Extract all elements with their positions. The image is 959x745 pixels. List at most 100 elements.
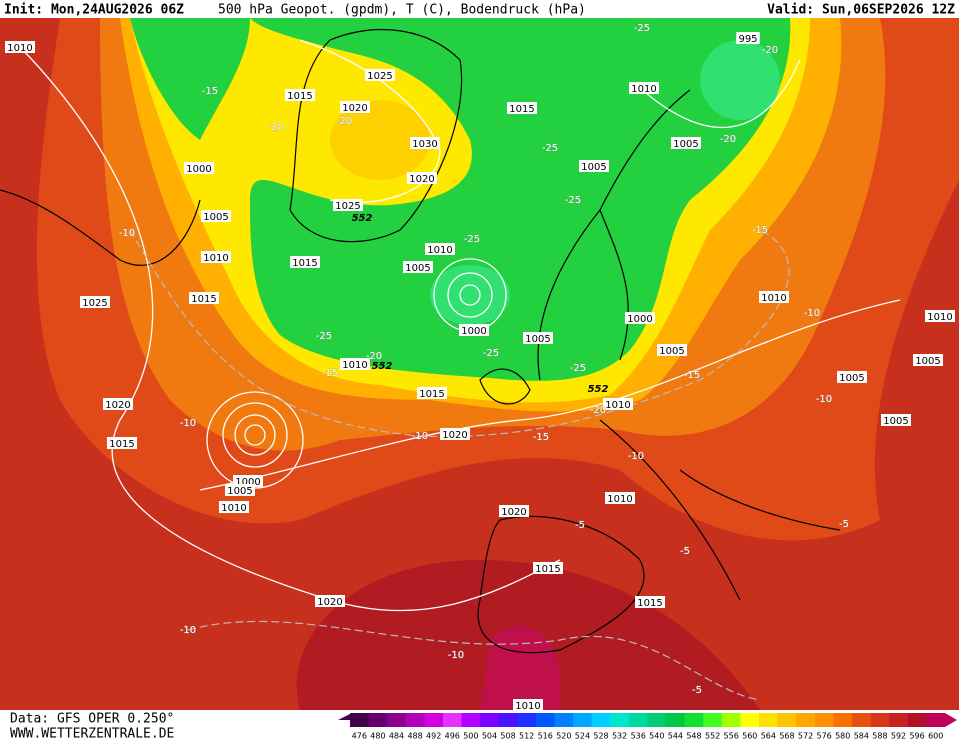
pressure-label: 1015 <box>509 104 534 115</box>
temperature-label: -20 <box>762 45 778 56</box>
pressure-label: 1000 <box>186 164 211 175</box>
colorbar-label: 560 <box>742 732 757 741</box>
pressure-label: 1010 <box>342 360 367 371</box>
pressure-label-box <box>184 162 214 174</box>
pressure-label-box <box>579 160 609 172</box>
temperature-label: -15 <box>322 368 338 379</box>
low-core-north <box>700 40 780 120</box>
pressure-label-box <box>103 398 133 410</box>
colorbar-swatch <box>796 713 816 727</box>
pressure-label: 1015 <box>292 258 317 269</box>
temperature-label: -15 <box>684 370 700 381</box>
pressure-label: 1005 <box>673 139 698 150</box>
temperature-label: -15 <box>752 225 768 236</box>
pressure-label-box <box>285 89 315 101</box>
temperature-label: -25 <box>483 348 499 359</box>
colorbar-swatch <box>684 713 704 727</box>
pressure-label: 1020 <box>342 103 367 114</box>
colorbar-label: 548 <box>686 732 701 741</box>
pressure-label: 1005 <box>525 334 550 345</box>
field-green-west <box>130 18 250 140</box>
colorbar-label: 500 <box>463 732 478 741</box>
pressure-label-box <box>189 292 219 304</box>
low-core <box>430 265 510 325</box>
colorbar-label: 556 <box>724 732 739 741</box>
temperature-label: -5 <box>692 685 702 696</box>
pressure-label: 1030 <box>412 139 437 150</box>
colorbar-label: 592 <box>891 732 906 741</box>
pressure-label-box <box>523 332 553 344</box>
colorbar-swatch <box>517 713 537 727</box>
temperature-label: -20 <box>336 116 352 127</box>
pressure-label-box <box>499 505 529 517</box>
pressure-label-box <box>340 101 370 113</box>
temperature-label: -15 <box>202 86 218 97</box>
temperature-label: -25 <box>464 234 480 245</box>
temperature-label: -15 <box>533 432 549 443</box>
colorbar-label: 564 <box>761 732 776 741</box>
colorbar-label: 496 <box>445 732 460 741</box>
colorbar-label: 596 <box>909 732 924 741</box>
temperature-label: -25 <box>316 331 332 342</box>
colorbar-label: 572 <box>798 732 813 741</box>
pressure-label-box <box>925 310 955 322</box>
pressure-label-box <box>913 354 943 366</box>
colorbar-label: 576 <box>817 732 832 741</box>
pressure-label-box <box>605 492 635 504</box>
colorbar-swatch <box>610 713 630 727</box>
pressure-label: 1025 <box>367 71 392 82</box>
high-core <box>330 100 430 180</box>
pressure-label-box <box>80 296 110 308</box>
colorbar-swatch <box>852 713 872 727</box>
header-background <box>0 0 959 18</box>
colorbar-arrow-high <box>945 713 957 727</box>
colorbar-label: 480 <box>370 732 385 741</box>
pressure-label-box <box>635 596 665 608</box>
pressure-label-box <box>629 82 659 94</box>
pressure-label-box <box>417 387 447 399</box>
colorbar-label: 476 <box>352 732 367 741</box>
pressure-label: 1010 <box>631 84 656 95</box>
colorbar-swatch <box>703 713 723 727</box>
pressure-label-box <box>513 699 543 711</box>
map-labels: 1010 1025 1015 1020 1030 1020 1025 1000 1005 1010… <box>5 23 955 712</box>
colorbar-label: 532 <box>612 732 627 741</box>
pressure-label-box <box>736 32 760 44</box>
pressure-label-box <box>410 137 440 149</box>
temperature-label: -20 <box>590 405 606 416</box>
pressure-label-box <box>201 210 231 222</box>
pressure-label: 1010 <box>221 503 246 514</box>
pressure-label: 1025 <box>82 298 107 309</box>
colorbar-label: 484 <box>389 732 404 741</box>
colorbar-label: 528 <box>593 732 608 741</box>
colorbar-swatch <box>628 713 648 727</box>
colorbar-swatch <box>666 713 686 727</box>
pressure-label: 1015 <box>191 294 216 305</box>
colorbar-label: 520 <box>556 732 571 741</box>
temperature-label: -10 <box>448 650 464 661</box>
pressure-label: 1005 <box>659 346 684 357</box>
colorbar-label: 504 <box>482 732 497 741</box>
pressure-label-box <box>340 358 370 370</box>
isotherms <box>129 229 790 701</box>
colorbar-swatch <box>498 713 518 727</box>
colorbar-swatch <box>480 713 500 727</box>
pressure-label: 1015 <box>637 598 662 609</box>
colorbar-swatch <box>833 713 853 727</box>
valid-time: Valid: Sun,06SEP2026 12Z <box>767 3 955 18</box>
colorbar-swatch <box>814 713 834 727</box>
field-green <box>250 18 791 381</box>
colorbar-label: 584 <box>854 732 869 741</box>
pressure-label-box <box>625 312 655 324</box>
pressure-label-box <box>107 437 137 449</box>
colorbar-swatch <box>721 713 741 727</box>
pressure-label-box <box>837 371 867 383</box>
colorbar-label: 580 <box>835 732 850 741</box>
geopotential-label: 552 <box>588 384 609 395</box>
pressure-label: 1020 <box>442 430 467 441</box>
pressure-label: 1020 <box>105 400 130 411</box>
colorbar-swatch <box>573 713 593 727</box>
pressure-label: 1015 <box>287 91 312 102</box>
colorbar-swatch <box>907 713 927 727</box>
temperature-label: -20 <box>366 351 382 362</box>
